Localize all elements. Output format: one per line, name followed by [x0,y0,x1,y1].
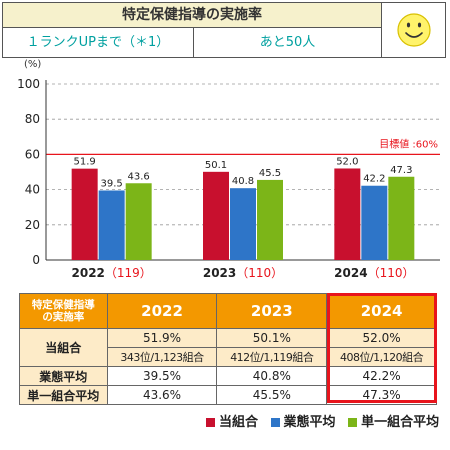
row-label-industry: 業態平均 [19,366,108,386]
industry-value-2022: 39.5% [106,366,218,386]
bar-2023-1 [230,188,256,260]
bar-value-label-2023-2: 45.5 [259,168,281,179]
y-tick-label-100: 100 [17,77,40,91]
target-label: 目標値 :60% [379,137,438,150]
legend-item-single: 単一組合平均 [348,411,439,430]
legend-label-own: 当組合 [219,415,259,430]
y-tick-label-40: 40 [25,183,40,197]
own-rank-2022: 343位/1,123組合 [106,347,218,367]
legend-label-single: 単一組合平均 [361,415,440,430]
x-tick-year-2024: 2024 [334,266,367,280]
table-row-single: 単一組合平均 43.6% 45.5% 47.3% [19,385,437,405]
smiley-face-icon [397,13,431,47]
smiley-cell [381,2,446,58]
bar-value-label-2023-0: 50.1 [205,160,227,171]
table-row-industry: 業態平均 39.5% 40.8% 42.2% [19,366,437,386]
single-value-2022: 43.6% [106,385,218,405]
table-row-own-rank: 343位/1,123組合 412位/1,119組合 408位/1,120組合 [20,347,437,367]
x-tick-label-2024: 2024（110） [334,266,414,280]
own-value-2024: 52.0% [326,328,437,348]
y-tick-label-0: 0 [32,253,40,267]
x-tick-count-2024: （110） [368,266,415,280]
industry-value-2024: 42.2% [326,366,437,386]
single-value-2024: 47.3% [326,385,437,405]
y-tick-label-60: 60 [25,147,40,161]
bar-value-label-2022-2: 43.6 [128,171,150,182]
legend-item-own: 当組合 [206,411,258,430]
bar-2024-0 [334,168,361,260]
bar-2023-2 [257,179,283,260]
own-value-2022: 51.9% [106,328,218,348]
bar-value-label-2024-1: 42.2 [363,174,385,185]
legend-swatch-industry [270,418,280,427]
bar-2022-0 [71,168,98,260]
bar-2022-1 [98,190,125,260]
own-value-2023: 50.1% [216,328,328,348]
header: 特定保健指導の実施率 １ランクUPまで（＊1） あと50人 [2,2,446,58]
y-tick-label-80: 80 [25,112,40,126]
single-value-2023: 45.5% [216,385,328,405]
x-tick-label-2023: 2023（110） [203,266,283,280]
bar-2023-0 [203,171,229,260]
row-label-single: 単一組合平均 [19,385,108,405]
y-axis-unit-label: (%) [24,59,41,70]
own-rank-2023: 412位/1,119組合 [216,347,328,367]
legend-item-industry: 業態平均 [270,411,336,430]
corner-line-1: 特定保健指導 [31,299,95,311]
industry-value-2023: 40.8% [216,366,328,386]
own-rank-2024: 408位/1,120組合 [326,347,437,367]
x-tick-year-2022: 2022 [72,266,105,280]
x-tick-label-2022: 2022（119） [72,266,152,280]
year-header-2024: 2024 [326,293,437,329]
y-tick-label-20: 20 [25,218,40,232]
legend-label-industry: 業態平均 [283,415,336,430]
rank-up-label: １ランクUPまで（＊1） [2,27,194,58]
bar-2024-2 [388,176,415,260]
bar-2022-2 [125,183,152,260]
table-row-own-value: 当組合 51.9% 50.1% 52.0% [19,328,437,367]
legend-swatch-single [348,418,358,427]
bar-value-label-2022-0: 51.9 [74,157,96,168]
rate-table: 特定保健指導 の実施率 2022 2023 2024 当組合 51.9% 50.… [19,293,437,405]
bar-value-label-2024-0: 52.0 [336,156,358,167]
bar-value-label-2024-2: 47.3 [390,165,412,176]
table-header-row: 特定保健指導 の実施率 2022 2023 2024 [19,293,437,329]
bar-value-label-2022-1: 39.5 [101,178,123,189]
x-tick-count-2022: （119） [105,266,152,280]
legend-swatch-own [206,418,215,427]
bar-value-label-2023-1: 40.8 [232,176,254,187]
x-tick-year-2023: 2023 [203,266,236,280]
corner-line-2: の実施率 [42,311,85,323]
table-corner-header: 特定保健指導 の実施率 [19,293,108,329]
row-label-own: 当組合 [19,328,108,367]
x-tick-count-2023: （110） [236,266,283,280]
remaining-count: あと50人 [193,27,382,58]
year-header-2023: 2023 [216,293,328,329]
year-header-2022: 2022 [106,293,218,329]
chart-legend: 当組合 業態平均 単一組合平均 [198,411,439,430]
bar-2024-1 [361,185,388,260]
page-title: 特定保健指導の実施率 [2,2,382,28]
